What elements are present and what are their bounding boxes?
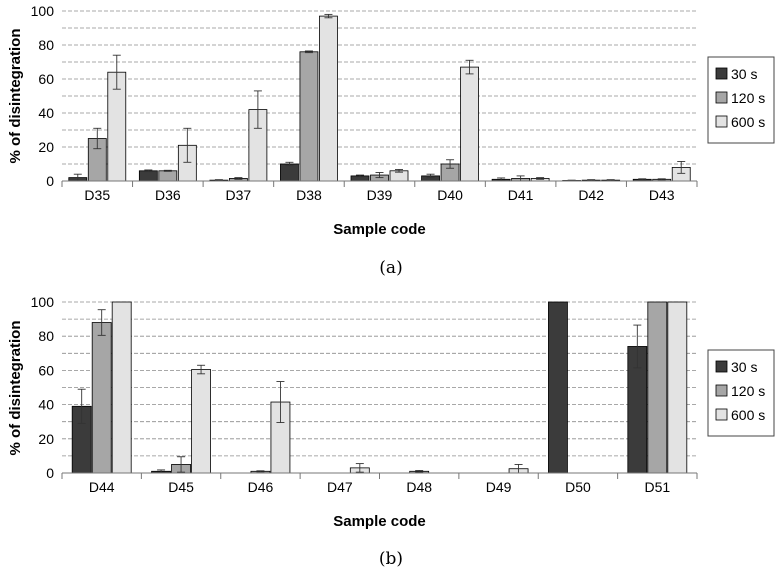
legend-label: 30 s xyxy=(731,359,757,375)
y-tick-label: 0 xyxy=(46,173,54,189)
x-tick-label: D46 xyxy=(248,479,274,495)
error-bar xyxy=(97,309,106,336)
x-tick-label: D50 xyxy=(565,479,591,495)
error-bar xyxy=(144,169,153,173)
x-tick-label: D36 xyxy=(155,187,181,203)
bar-120s-D38 xyxy=(299,51,319,182)
error-bar xyxy=(446,159,455,169)
bar-30s-D36 xyxy=(138,170,158,182)
error-bar xyxy=(536,177,545,180)
bar-600s-D45 xyxy=(191,369,211,474)
x-axis-title: Sample code xyxy=(333,513,426,530)
legend: 30 s 120 s 600 s xyxy=(707,349,775,437)
error-bar xyxy=(304,50,313,54)
x-tick-label: D37 xyxy=(226,187,252,203)
bar-120s-D44 xyxy=(91,322,112,474)
y-tick-label: 100 xyxy=(31,3,55,19)
bar-600s-D44 xyxy=(111,301,132,474)
error-bar xyxy=(324,13,333,19)
error-bar xyxy=(395,168,403,173)
error-bar xyxy=(426,173,435,179)
legend-label: 600 s xyxy=(731,114,765,130)
legend-swatch xyxy=(715,360,728,373)
bar-120s-D51 xyxy=(647,301,668,474)
x-tick-label: D35 xyxy=(84,187,110,203)
bar-30s-D38 xyxy=(280,163,299,182)
y-tick-label: 60 xyxy=(38,71,54,87)
bar-30s-D50 xyxy=(548,301,568,474)
legend-label: 30 s xyxy=(731,66,757,82)
y-axis-title: % of disintegration xyxy=(7,321,24,456)
legend-label: 600 s xyxy=(731,407,765,423)
x-tick-label: D42 xyxy=(578,187,604,203)
y-tick-label: 100 xyxy=(31,294,55,310)
error-bar xyxy=(638,178,647,181)
x-tick-label: D40 xyxy=(437,187,463,203)
legend-label: 120 s xyxy=(731,90,765,106)
y-tick-label: 40 xyxy=(38,397,54,413)
error-bar xyxy=(677,160,686,174)
panel-caption: (b) xyxy=(379,549,403,569)
error-bar xyxy=(93,127,102,150)
bar-600s-D38 xyxy=(319,15,338,182)
y-tick-label: 80 xyxy=(38,37,54,53)
legend-swatch xyxy=(715,67,728,80)
error-bar xyxy=(355,463,364,473)
error-bar xyxy=(177,456,186,473)
legend-swatch xyxy=(715,408,728,421)
error-bar xyxy=(633,324,642,369)
error-bar xyxy=(375,172,384,179)
error-bar xyxy=(163,169,172,172)
error-bar xyxy=(285,161,294,167)
y-tick-label: 20 xyxy=(38,139,54,155)
x-axis-title: Sample code xyxy=(333,221,426,238)
bar-600s-D51 xyxy=(667,301,688,474)
error-bar xyxy=(256,470,265,473)
y-tick-label: 0 xyxy=(46,465,54,481)
x-tick-label: D39 xyxy=(367,187,393,203)
chart-panel-b: 0 20 40 60 80 100 % of disintegration D44 D45 D46… xyxy=(7,294,775,569)
y-axis-title: % of disintegration xyxy=(7,29,24,164)
x-tick-label: D43 xyxy=(649,187,675,203)
x-tick-label: D44 xyxy=(89,479,115,495)
error-bar xyxy=(253,90,262,129)
panel-caption: (a) xyxy=(379,258,402,278)
error-bar xyxy=(465,59,474,75)
y-tick-label: 60 xyxy=(38,362,54,378)
error-bar xyxy=(415,469,424,473)
legend: 30 s 120 s 600 s xyxy=(707,56,775,144)
error-bar xyxy=(234,177,243,180)
error-bar xyxy=(77,388,86,424)
error-bar xyxy=(183,127,192,163)
y-tick-label: 20 xyxy=(38,431,54,447)
y-tick-label: 80 xyxy=(38,328,54,344)
x-tick-label: D41 xyxy=(508,187,534,203)
legend-swatch xyxy=(715,115,728,128)
y-tick-label: 40 xyxy=(38,105,54,121)
error-bar xyxy=(657,178,666,181)
x-tick-label: D38 xyxy=(296,187,322,203)
x-tick-label: D45 xyxy=(168,479,194,495)
legend-swatch xyxy=(715,91,728,104)
x-tick-label: D47 xyxy=(327,479,353,495)
chart-panel-a: 0 20 40 60 80 100 % of disintegration D35 D36 D37… xyxy=(7,3,775,278)
bar-600s-D40 xyxy=(460,66,479,182)
x-tick-label: D49 xyxy=(486,479,512,495)
error-bar xyxy=(197,364,206,375)
legend-label: 120 s xyxy=(731,383,765,399)
error-bar xyxy=(112,54,121,90)
legend-swatch xyxy=(715,384,728,397)
bar-120s-D36 xyxy=(158,170,178,182)
x-tick-label: D48 xyxy=(406,479,432,495)
x-tick-label: D51 xyxy=(644,479,670,495)
error-bar xyxy=(356,174,364,178)
error-bar xyxy=(276,381,285,424)
